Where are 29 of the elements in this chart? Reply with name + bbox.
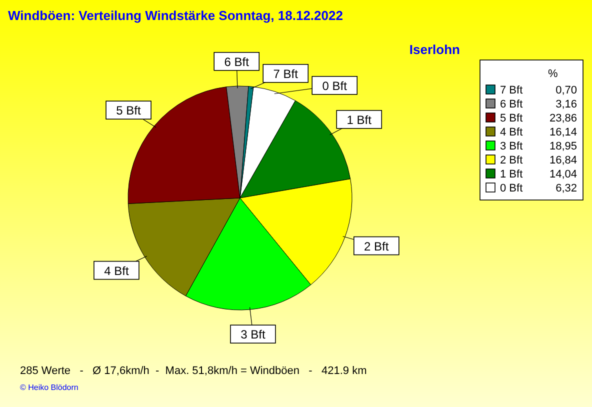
legend-label: 4 Bft [500, 126, 523, 138]
legend-label: 6 Bft [500, 98, 523, 110]
legend-label: 0 Bft [500, 182, 523, 194]
data-label: 18,95 [549, 140, 577, 152]
data-label: 16,14 [549, 126, 577, 138]
legend-label: 3 Bft [500, 140, 523, 152]
slice-label: 6 Bft [224, 54, 250, 69]
chart-title: Windböen: Verteilung Windstärke Sonntag, 18.12.2022 [8, 8, 343, 23]
legend-label: 2 Bft [500, 154, 523, 166]
legend-title: % [548, 68, 558, 80]
text: © Heiko Blödorn [20, 383, 78, 392]
data-label: 23,86 [549, 112, 577, 124]
chart-subtitle: Iserlohn [409, 42, 460, 57]
slice-label: 1 Bft [346, 112, 372, 127]
legend-label: 5 Bft [500, 112, 523, 124]
data-label: 0,70 [556, 84, 577, 96]
slice-label: 2 Bft [364, 239, 390, 254]
data-label: 6,32 [556, 182, 577, 194]
slice-label: 0 Bft [322, 78, 348, 93]
slice-label: 7 Bft [273, 66, 299, 81]
slice-label: 3 Bft [240, 328, 266, 342]
text: 285 Werte - Ø 17,6km/h - Max. 51,8km/h = Windböen - 421.9 km [20, 365, 367, 377]
slice-label: 5 Bft [116, 104, 142, 118]
slice-label: 4 Bft [104, 264, 130, 278]
data-label: 3,16 [556, 98, 577, 110]
data-label: 16,84 [549, 154, 577, 166]
legend-label: 7 Bft [500, 84, 523, 96]
data-label: 14,04 [549, 168, 577, 180]
legend-label: 1 Bft [500, 168, 523, 180]
